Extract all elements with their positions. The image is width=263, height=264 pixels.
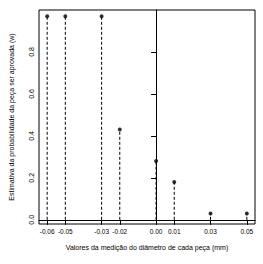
- svg-text:0.6: 0.6: [28, 89, 35, 99]
- svg-text:0.4: 0.4: [28, 131, 35, 141]
- svg-text:-0.03: -0.03: [94, 228, 109, 235]
- svg-text:0.03: 0.03: [204, 228, 217, 235]
- svg-text:0.01: 0.01: [168, 228, 181, 235]
- svg-text:Valores da medição do diâmetro: Valores da medição do diâmetro de cada p…: [66, 244, 229, 252]
- svg-text:0.2: 0.2: [28, 173, 35, 183]
- svg-text:0.00: 0.00: [150, 228, 163, 235]
- svg-text:0.05: 0.05: [241, 228, 254, 235]
- svg-text:0.8: 0.8: [28, 47, 35, 57]
- svg-text:-0.02: -0.02: [112, 228, 127, 235]
- svg-text:-0.05: -0.05: [58, 228, 73, 235]
- svg-text:0.0: 0.0: [28, 215, 35, 225]
- svg-text:Estimativa da probabilidade da: Estimativa da probabilidade da peça ser …: [8, 33, 16, 200]
- svg-text:-0.06: -0.06: [40, 228, 55, 235]
